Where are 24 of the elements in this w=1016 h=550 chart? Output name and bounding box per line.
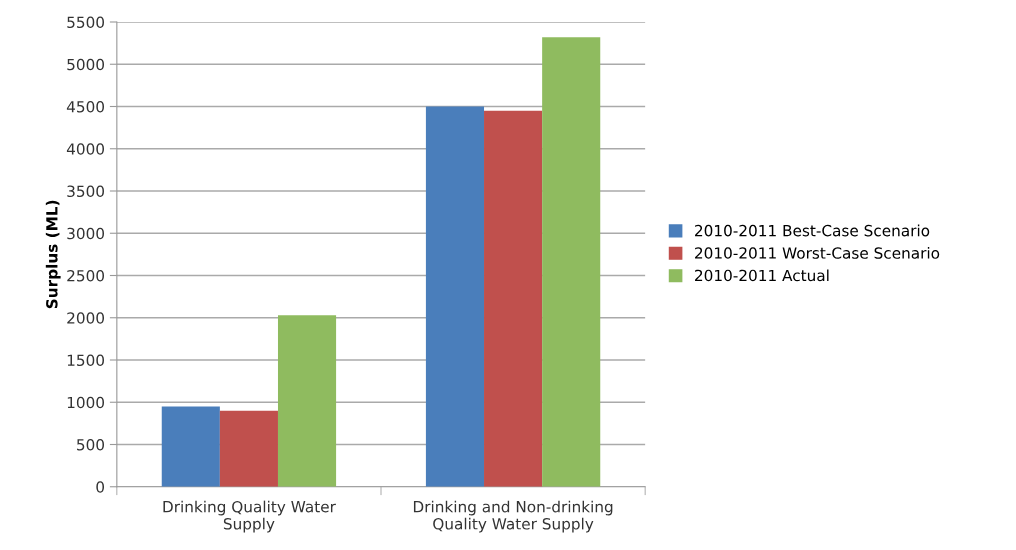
legend-label: 2010-2011 Actual xyxy=(695,269,829,282)
bar xyxy=(484,110,543,487)
y-tick-label: 3500 xyxy=(67,185,105,198)
y-tick-label: 1000 xyxy=(67,396,105,409)
y-tick-label: 2500 xyxy=(67,269,105,282)
x-tick-label: Drinking and Non-drinking Quality Water Supply xyxy=(413,500,613,533)
y-tick-label: 5500 xyxy=(67,16,105,29)
legend-label: 2010-2011 Best-Case Scenario xyxy=(695,224,930,237)
y-axis-title: Surplus (ML) xyxy=(45,200,61,309)
y-tick-label: 3000 xyxy=(67,227,105,240)
bar xyxy=(542,37,601,487)
bar xyxy=(161,406,220,487)
y-tick-label: 4000 xyxy=(66,143,105,155)
y-tick-label: 500 xyxy=(77,438,105,451)
legend-label: 2010-2011 Worst-Case Scenario xyxy=(695,246,940,259)
y-tick-label: 0 xyxy=(96,481,105,493)
bar xyxy=(277,315,337,487)
y-tick-label: 4500 xyxy=(66,100,105,113)
y-tick-label: 5000 xyxy=(67,58,105,71)
y-tick-label: 2000 xyxy=(67,312,105,324)
x-tick-label: Drinking Quality Water Supply xyxy=(163,500,336,533)
y-tick-label: 1500 xyxy=(67,354,105,367)
bar xyxy=(219,410,278,487)
bar xyxy=(425,106,485,487)
